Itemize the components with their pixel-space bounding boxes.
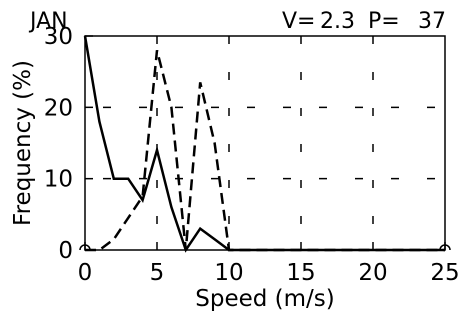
- percent-value: 37: [418, 9, 446, 34]
- axis-ticks: [84, 35, 446, 251]
- x-tick-label-10: 10: [214, 260, 243, 286]
- x-tick-label-20: 20: [358, 260, 387, 286]
- y-tick-label-0: 0: [58, 238, 73, 264]
- percent-label: P=: [368, 9, 400, 34]
- tick-labels: 0 5 10 15 20 25 0 10 20 30: [44, 24, 460, 286]
- month-label: JAN: [28, 9, 68, 34]
- mean-speed-label: V=: [282, 9, 315, 34]
- series-layer: [79, 35, 451, 253]
- mean-speed-value: 2.3: [320, 9, 355, 34]
- series-dashed-line: [85, 49, 445, 252]
- x-tick-label-0: 0: [78, 260, 93, 286]
- y-tick-label-30: 30: [44, 24, 73, 50]
- x-tick-label-5: 5: [150, 260, 165, 286]
- series-solid-line: [83, 35, 445, 253]
- x-tick-label-25: 25: [430, 260, 459, 286]
- y-tick-label-20: 20: [44, 95, 73, 121]
- y-axis-title: Frequency (%): [10, 60, 36, 226]
- x-tick-label-15: 15: [286, 260, 315, 286]
- x-axis-title: Speed (m/s): [195, 286, 335, 312]
- y-tick-label-10: 10: [44, 167, 73, 193]
- plot-frame: [84, 35, 446, 251]
